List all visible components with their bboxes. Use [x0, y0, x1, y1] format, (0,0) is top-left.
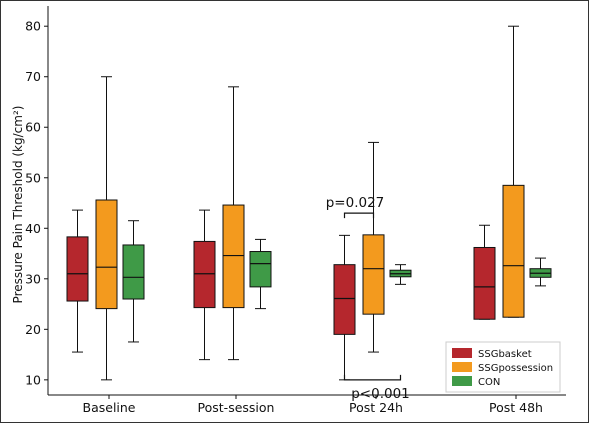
y-tick-label: 30 [25, 271, 41, 286]
p-value-label: p<0.001 [351, 386, 410, 402]
box-con [249, 251, 272, 288]
x-tick-label: Post 48h [489, 400, 543, 415]
box-ssgbasket [193, 240, 216, 309]
significance-bracket [343, 374, 402, 381]
y-tick-label: 80 [25, 19, 41, 34]
box-ssgpossession [222, 204, 245, 309]
y-tick-label: 70 [25, 69, 41, 84]
y-axis-label: Pressure Pain Threshold (kg/cm²) [11, 106, 25, 304]
y-tick-label: 40 [25, 221, 41, 236]
box-ssgpossession [502, 184, 525, 318]
box-con [122, 244, 145, 300]
legend-label: SSGbasket [478, 349, 532, 360]
legend-swatch-con [452, 376, 472, 386]
box-ssgpossession [362, 234, 385, 315]
box-ssgbasket [66, 236, 89, 302]
legend-label: SSGpossession [478, 363, 553, 374]
box-ssgbasket [473, 246, 496, 320]
legend-label: CON [478, 377, 500, 388]
x-tick-label: Post 24h [349, 400, 403, 415]
y-tick-label: 20 [25, 322, 41, 337]
legend-swatch-ssgpossession [452, 362, 472, 372]
x-tick-label: Baseline [83, 400, 136, 415]
p-value-label: p=0.027 [326, 195, 385, 211]
y-tick-label: 10 [25, 372, 41, 387]
legend-swatch-ssgbasket [452, 348, 472, 358]
y-tick-label: 50 [25, 170, 41, 185]
x-tick-label: Post-session [198, 400, 275, 415]
significance-bracket [343, 212, 375, 219]
box-ssgpossession [95, 199, 118, 310]
box-ssgbasket [333, 264, 356, 335]
y-tick-label: 60 [25, 120, 41, 135]
